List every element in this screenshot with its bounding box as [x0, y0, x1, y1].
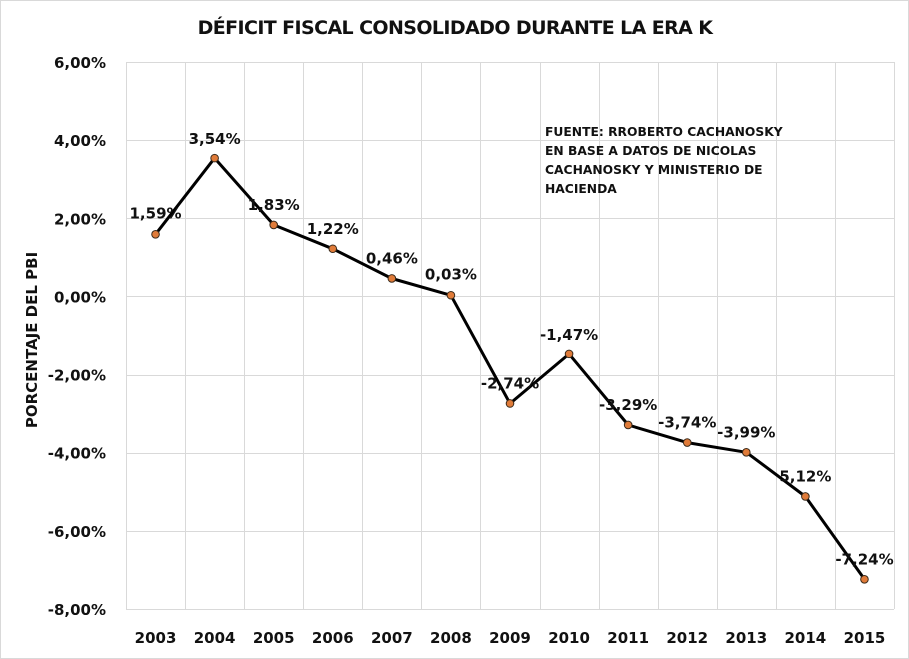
data-label: 3,54% [189, 130, 241, 148]
x-tick-label: 2009 [489, 629, 531, 647]
data-label: 0,46% [366, 249, 418, 267]
x-tick-label: 2013 [725, 629, 767, 647]
y-tick-label: -2,00% [48, 367, 106, 385]
data-point [505, 399, 515, 408]
y-tick-label: 0,00% [54, 288, 106, 306]
data-point [623, 420, 633, 430]
x-tick-label: 2014 [785, 629, 827, 647]
x-tick-label: 2005 [253, 629, 295, 647]
data-point [742, 448, 751, 457]
data-label: 5,12% [779, 467, 831, 485]
source-note: FUENTE: RROBERTO CACHANOSKY EN BASE A DAT… [545, 125, 784, 196]
data-label: -1,47% [540, 326, 598, 344]
y-tick-label: 4,00% [54, 132, 106, 150]
x-tick-label: 2003 [135, 629, 177, 647]
data-point [682, 438, 692, 447]
data-label: 1,22% [307, 220, 359, 238]
y-tick-label: 2,00% [54, 210, 106, 228]
data-point [564, 349, 574, 359]
data-label: -7,24% [835, 550, 893, 568]
x-tick-label: 2007 [371, 629, 413, 647]
x-tick-label: 2010 [548, 629, 590, 647]
data-point [860, 575, 869, 584]
x-tick-label: 2015 [844, 629, 886, 647]
series-line [154, 156, 866, 581]
data-point [328, 244, 338, 254]
data-point [269, 220, 278, 230]
source-note-line: HACIENDA [545, 182, 617, 196]
y-tick-label: -8,00% [48, 601, 106, 619]
data-point [151, 230, 160, 239]
source-note-line: CACHANOSKY Y MINISTERIO DE [545, 163, 763, 177]
y-tick-label: 6,00% [54, 54, 106, 72]
data-label: -3,29% [599, 396, 657, 414]
gridlines [126, 62, 895, 610]
data-point [801, 492, 810, 501]
y-tick-label: -4,00% [48, 445, 106, 463]
x-axis-ticks: 2003 2004 2005 2006 2007 2008 2009 2010 2011 2012… [135, 629, 886, 647]
x-tick-label: 2004 [194, 629, 236, 647]
data-label: -2,74% [481, 374, 539, 392]
data-label: 0,03% [425, 265, 477, 283]
y-axis-ticks: 6,00% 4,00% 2,00% 0,00% -2,00% -4,00% -6,00% -8… [48, 54, 106, 619]
x-tick-label: 2008 [430, 629, 472, 647]
x-tick-label: 2011 [607, 629, 649, 647]
x-tick-label: 2006 [312, 629, 354, 647]
source-note-line: FUENTE: RROBERTO CACHANOSKY [545, 125, 784, 139]
data-point [210, 153, 219, 163]
data-point [446, 290, 456, 300]
source-note-line: EN BASE A DATOS DE NICOLAS [545, 144, 756, 158]
data-point [387, 274, 397, 283]
data-markers [151, 153, 869, 584]
data-label: -3,99% [717, 423, 775, 441]
data-label: 1,59% [130, 204, 182, 222]
y-axis-label: PORCENTAJE DEL PBI [23, 252, 41, 428]
x-tick-label: 2012 [666, 629, 708, 647]
data-labels: 1,59% 3,54% 1,83% 1,22% 0,46% 0,03% -2,74% -1,4… [130, 130, 894, 568]
data-label: 1,83% [248, 196, 300, 214]
y-tick-label: -6,00% [48, 523, 106, 541]
data-label: -3,74% [658, 414, 716, 432]
series-deficit [154, 156, 866, 581]
chart-title: DÉFICIT FISCAL CONSOLIDADO DURANTE LA ER… [198, 16, 715, 39]
